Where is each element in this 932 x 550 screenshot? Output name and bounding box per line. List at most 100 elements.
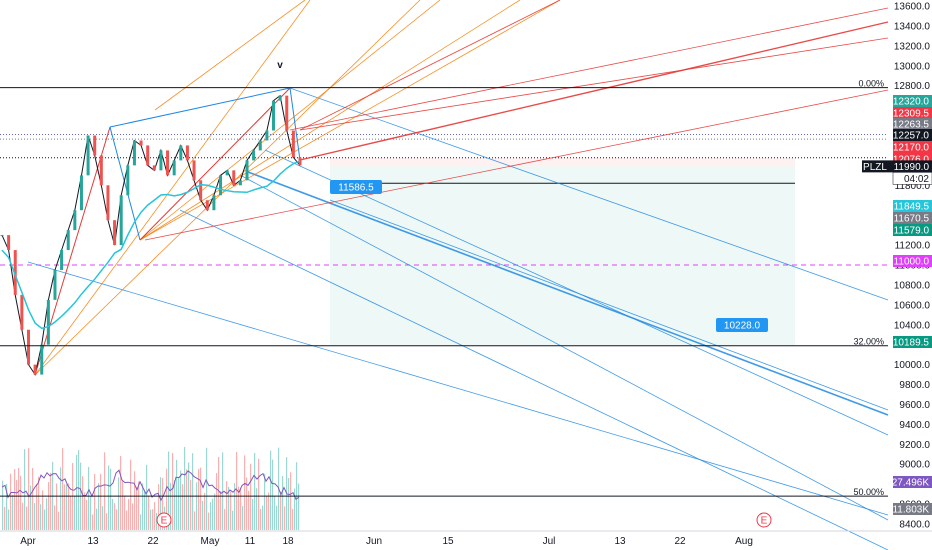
volume-bar xyxy=(142,483,144,530)
volume-bar xyxy=(110,468,112,530)
event-marker-circle-1 xyxy=(756,512,772,528)
volume-bar xyxy=(254,452,256,530)
y-tick-label: 13400.0 xyxy=(894,21,931,32)
current-price-label: 11990.0 xyxy=(894,162,930,173)
volume-bar xyxy=(160,477,162,530)
y-tick-label: 11800.0 xyxy=(895,181,931,192)
volume-bar xyxy=(256,488,258,530)
candle xyxy=(265,130,269,141)
volume-bar xyxy=(292,508,294,530)
price-tag-bg-11 xyxy=(893,336,932,348)
volume-bar xyxy=(182,484,184,530)
moving-average-line xyxy=(1,160,301,330)
volume-bar xyxy=(172,452,174,530)
volume-bar xyxy=(180,470,182,530)
volume-bar xyxy=(270,450,272,530)
volume-bar xyxy=(158,484,160,530)
volume-bar xyxy=(144,491,146,530)
blue-channel-3 xyxy=(329,199,889,411)
price-tag-bg-10 xyxy=(893,255,932,267)
price-tag-bg-0 xyxy=(893,95,932,107)
blue-channel-4 xyxy=(27,261,889,516)
red-line-0 xyxy=(299,21,889,161)
candle xyxy=(285,95,289,131)
price-tag-bg-7 xyxy=(893,200,932,212)
volume-bar xyxy=(156,512,158,530)
volume-bar xyxy=(274,495,276,530)
candle xyxy=(245,160,249,181)
event-marker-label-0: E xyxy=(161,516,168,527)
volume-bar xyxy=(196,482,198,530)
volume-bar xyxy=(192,453,194,530)
candle xyxy=(139,140,143,146)
volume-bar xyxy=(150,509,152,530)
volume-bar xyxy=(218,456,220,530)
volume-bar xyxy=(240,487,242,530)
stop-zone xyxy=(330,157,795,167)
fib-label-1: 32.00% xyxy=(853,337,884,347)
volume-bar xyxy=(36,483,38,530)
y-tick-label: 8400.0 xyxy=(899,520,930,531)
price-tag-bg-9 xyxy=(893,224,932,236)
candle xyxy=(7,235,11,251)
candle xyxy=(159,150,163,171)
candle xyxy=(79,175,83,211)
price-tag-12: 27.496K xyxy=(892,478,930,489)
volume-bar xyxy=(146,464,148,530)
volume-bar xyxy=(22,502,24,530)
volume-bar xyxy=(94,473,96,530)
x-tick-label: 22 xyxy=(147,536,159,547)
volume-bar xyxy=(126,510,128,530)
fib-label-2: 50.00% xyxy=(853,487,884,497)
red-line-1 xyxy=(289,7,889,131)
pitchfork-channels xyxy=(27,0,889,550)
candle xyxy=(185,145,189,161)
volume-bar xyxy=(32,467,34,530)
volume-bar xyxy=(148,496,150,530)
volume-bar xyxy=(114,503,116,530)
volume-bar xyxy=(8,509,10,530)
blue-channel-6 xyxy=(179,209,889,550)
position-zones xyxy=(330,157,795,346)
volume-bar xyxy=(74,496,76,530)
candle xyxy=(66,230,70,251)
blue-channel-5 xyxy=(239,174,889,521)
candle xyxy=(46,299,50,345)
volume-bar xyxy=(16,480,18,530)
candle xyxy=(26,329,30,365)
volume-bar xyxy=(104,452,106,530)
price-tag-bg-13 xyxy=(893,503,932,515)
y-tick-label: 9200.0 xyxy=(899,440,930,451)
volume-bar xyxy=(250,463,252,530)
event-markers: E Ev xyxy=(156,60,772,528)
volume-bar xyxy=(68,483,70,530)
x-tick-label: Jun xyxy=(366,536,382,547)
fork-handle-3 xyxy=(139,87,291,241)
y-tick-label: 9000.0 xyxy=(899,460,930,471)
y-tick-label: 13000.0 xyxy=(894,61,931,72)
price-tag-bg-8 xyxy=(893,212,932,224)
fork-handle-4 xyxy=(34,126,111,376)
candle xyxy=(258,140,262,151)
volume-bar xyxy=(242,506,244,530)
x-tick-label: 11 xyxy=(245,536,256,547)
volume-bar xyxy=(222,452,224,530)
x-tick-label: Apr xyxy=(20,536,36,547)
candle xyxy=(0,235,4,237)
candle xyxy=(252,150,256,161)
volume-bar xyxy=(206,447,208,530)
volume-bar xyxy=(284,506,286,530)
candle xyxy=(119,195,123,246)
volume-bar xyxy=(92,514,94,530)
volume-bar xyxy=(248,490,250,530)
fork-handle-0 xyxy=(109,87,291,128)
volume-bar xyxy=(186,469,188,530)
x-tick-label: Aug xyxy=(735,536,753,547)
y-tick-label: 10400.0 xyxy=(894,320,931,331)
top-marker: v xyxy=(277,60,283,71)
volume-bar xyxy=(290,472,292,530)
volume-bar xyxy=(202,500,204,530)
y-tick-label: 11200.0 xyxy=(895,241,931,252)
volume-bar xyxy=(266,495,268,530)
